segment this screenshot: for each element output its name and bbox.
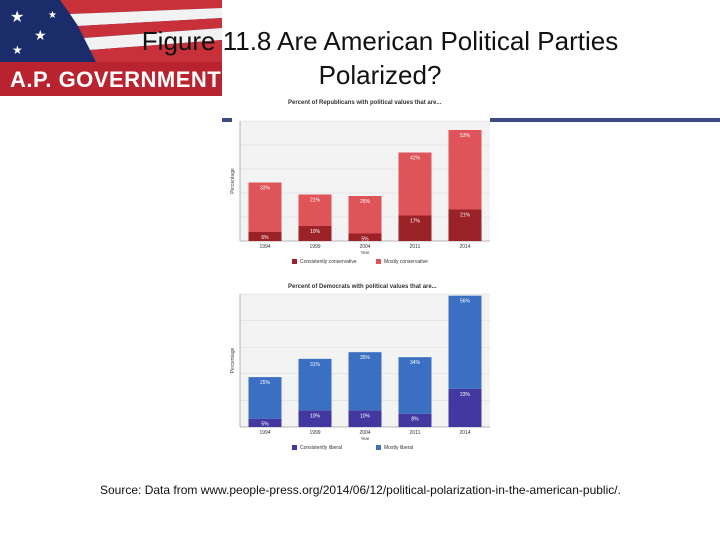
slide-title: Figure 11.8 Are American Political Parti…	[80, 24, 680, 92]
rep-x-tick-label: 2014	[459, 244, 470, 250]
rep-x-tick-label: 2004	[359, 244, 370, 250]
dem-data-label: 31%	[310, 362, 321, 368]
svg-text:★: ★	[10, 9, 24, 26]
dem-data-label: 23%	[460, 392, 471, 398]
rep-legend-swatch-mostly	[376, 259, 381, 264]
dem-bar-consistently	[348, 410, 382, 427]
dem-data-label: 35%	[360, 355, 371, 361]
rep-bar-mostly	[248, 182, 282, 232]
dem-chart-title: Percent of Democrats with political valu…	[288, 284, 437, 290]
rep-bar-mostly	[398, 152, 432, 216]
source-note: Source: Data from www.people-press.org/2…	[100, 483, 621, 497]
dem-legend-swatch-mostly	[376, 445, 381, 450]
dem-x-tick-label: 2014	[459, 430, 470, 436]
banner-label: A.P. GOVERNMENT	[10, 67, 222, 92]
rep-legend-swatch-consistently	[292, 259, 297, 264]
dem-bar-consistently	[448, 388, 482, 427]
dem-x-tick-label: 1994	[259, 430, 270, 436]
dem-data-label: 10%	[360, 413, 371, 419]
dem-x-tick-label: 1999	[309, 430, 320, 436]
rep-data-label: 21%	[310, 198, 321, 204]
dem-bar-mostly	[348, 352, 382, 411]
rep-bar-consistently	[298, 226, 332, 241]
dem-bar-mostly	[398, 357, 432, 414]
svg-text:★: ★	[34, 27, 47, 43]
dem-data-label: 8%	[411, 417, 419, 423]
rep-bar-mostly	[348, 196, 382, 234]
banner-label-bar: A.P. GOVERNMENT	[0, 62, 222, 96]
rep-x-tick-label: 2011	[410, 244, 421, 250]
rep-data-label: 25%	[360, 199, 371, 205]
dem-bar-mostly	[248, 377, 282, 419]
flag-graphic: ★ ★ ★ ★	[0, 0, 222, 62]
rep-data-label: 21%	[460, 213, 471, 219]
dem-legend-swatch-consistently	[292, 445, 297, 450]
republicans-chart: Percent of Republicans with political va…	[230, 100, 490, 264]
rep-chart-title: Percent of Republicans with political va…	[288, 100, 442, 106]
rep-data-label: 42%	[410, 156, 421, 162]
dem-x-tick-label: 2011	[410, 430, 421, 436]
rep-data-label: 6%	[261, 235, 269, 241]
rep-bar-consistently	[448, 209, 482, 241]
dem-x-axis-label: Year	[360, 436, 370, 441]
rep-bar-consistently	[348, 233, 382, 241]
rep-legend-label: Mostly conservative	[384, 259, 428, 264]
rep-data-label: 10%	[310, 229, 321, 235]
svg-text:★: ★	[48, 10, 57, 21]
rep-x-axis-label: Year	[360, 250, 370, 255]
dem-data-label: 10%	[310, 413, 321, 419]
dem-data-label: 34%	[410, 360, 421, 366]
dem-bar-consistently	[298, 410, 332, 427]
rep-x-tick-label: 1994	[259, 244, 270, 250]
slide-title-line-1: Figure 11.8 Are American Political Parti…	[141, 26, 619, 56]
rep-x-tick-label: 1999	[309, 244, 320, 250]
ap-government-banner: ★ ★ ★ ★ A.P. GOVERNMENT	[0, 0, 222, 96]
dem-bar-consistently	[248, 418, 282, 427]
rep-legend-label: Consistently conservative	[300, 259, 357, 264]
dem-bar-mostly	[298, 358, 332, 411]
title-rule-right	[490, 118, 720, 122]
dem-legend-label: Consistently liberal	[300, 445, 342, 451]
slide-title-line-2: Polarized?	[318, 60, 442, 90]
rep-bar-consistently	[248, 232, 282, 241]
rep-data-label: 17%	[410, 219, 421, 225]
dem-y-axis-label: Percentage	[230, 347, 236, 373]
democrats-chart: Percent of Democrats with political valu…	[230, 284, 490, 451]
dem-legend-label: Mostly liberal	[384, 445, 413, 451]
dem-x-tick-label: 2004	[359, 430, 370, 436]
dem-data-label: 25%	[260, 380, 271, 386]
title-rule-left	[222, 118, 232, 122]
rep-data-label: 33%	[260, 186, 271, 192]
dem-data-label: 5%	[261, 422, 269, 428]
rep-bar-consistently	[398, 215, 432, 241]
dem-data-label: 56%	[460, 299, 471, 305]
rep-bar-mostly	[448, 130, 482, 210]
dem-bar-mostly	[448, 295, 482, 389]
rep-data-label: 53%	[460, 133, 471, 139]
svg-text:★: ★	[12, 43, 23, 57]
rep-bar-mostly	[298, 194, 332, 226]
rep-y-axis-label: Percentage	[230, 168, 236, 194]
dem-bar-consistently	[398, 413, 432, 427]
rep-data-label: 5%	[361, 237, 369, 243]
